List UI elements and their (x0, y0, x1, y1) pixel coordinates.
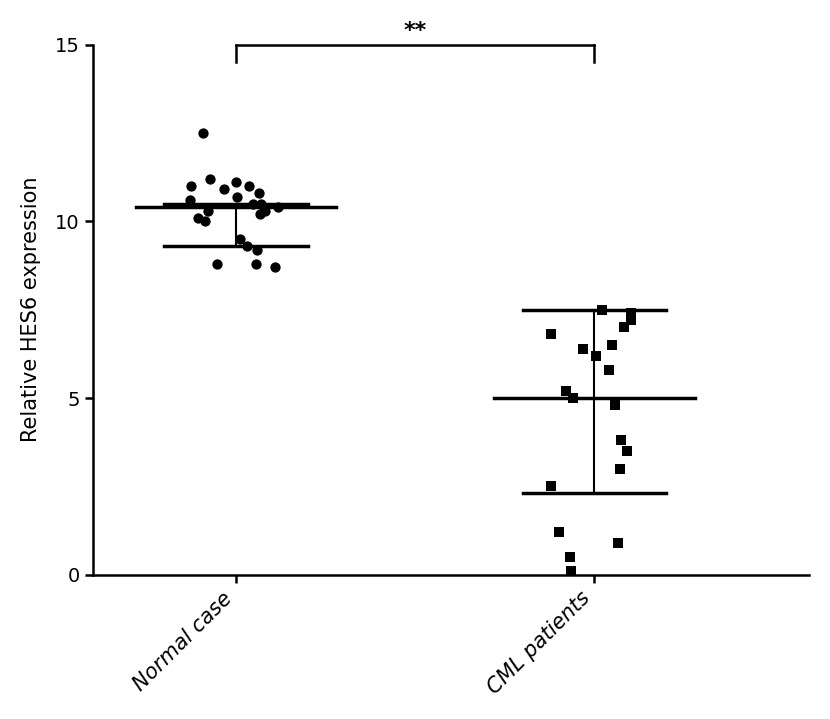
Point (624, 314, 637, 326)
Point (233, 233, 247, 244)
Y-axis label: Relative HES6 expression: Relative HES6 expression (21, 177, 41, 442)
Point (576, 343, 589, 354)
Point (250, 244, 263, 255)
Point (611, 537, 624, 549)
Point (603, 364, 616, 375)
Point (247, 198, 260, 209)
Point (608, 399, 621, 411)
Point (613, 463, 627, 475)
Point (564, 551, 577, 563)
Text: **: ** (403, 21, 427, 41)
Point (268, 262, 281, 273)
Point (625, 308, 638, 319)
Point (271, 201, 285, 213)
Point (564, 565, 578, 577)
Point (210, 258, 223, 270)
Point (566, 393, 579, 404)
Point (254, 209, 267, 220)
Point (217, 183, 231, 195)
Point (589, 350, 603, 362)
Point (544, 480, 558, 492)
Point (258, 205, 271, 216)
Point (620, 445, 633, 457)
Point (252, 187, 266, 198)
Point (255, 198, 268, 209)
Point (614, 435, 627, 446)
Point (242, 180, 255, 192)
Point (559, 385, 573, 397)
Point (249, 258, 262, 270)
Point (231, 191, 244, 202)
Point (552, 526, 565, 538)
Point (229, 177, 242, 188)
Point (198, 216, 212, 227)
Point (605, 339, 618, 351)
Point (191, 212, 204, 224)
Point (183, 194, 197, 206)
Point (596, 304, 609, 316)
Point (196, 127, 209, 139)
Point (185, 180, 198, 192)
Point (617, 321, 630, 333)
Point (240, 240, 253, 252)
Point (544, 329, 558, 340)
Point (202, 205, 215, 216)
Point (204, 173, 217, 185)
